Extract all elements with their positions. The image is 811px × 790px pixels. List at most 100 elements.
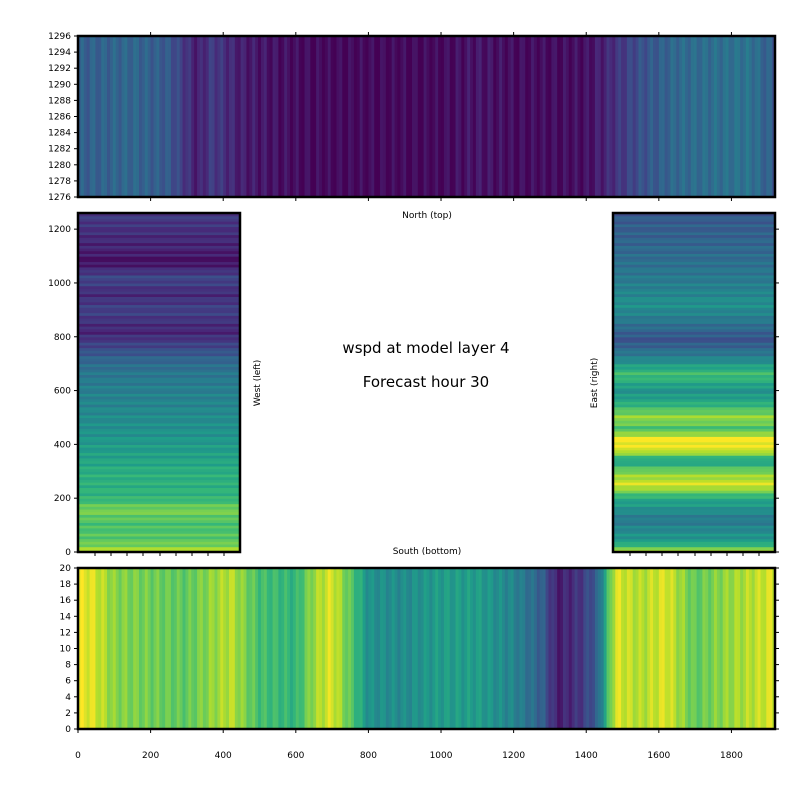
east-cell (613, 377, 775, 381)
east-cell (613, 535, 775, 540)
east-cell (613, 476, 775, 480)
south-y-tick-label: 10 (60, 645, 72, 655)
west-cell (78, 328, 240, 332)
north-cell (490, 36, 494, 197)
south-cell (467, 568, 471, 729)
south-cell (667, 568, 672, 729)
south-x-tick-label: 400 (215, 751, 232, 761)
north-cell (563, 36, 567, 197)
north-cell (754, 36, 759, 197)
north-cell (229, 36, 233, 197)
south-cell (397, 568, 401, 729)
north-cell (461, 36, 465, 197)
north-cell (298, 36, 303, 197)
west-cell (78, 229, 240, 233)
south-cell (525, 568, 529, 729)
west-cell (78, 296, 240, 300)
west-cell (78, 221, 240, 225)
north-cell (478, 36, 483, 197)
south-cell (194, 568, 198, 729)
south-cell (214, 568, 218, 729)
north-cell (586, 36, 590, 197)
north-cell (519, 36, 523, 197)
east-cell (613, 221, 775, 225)
south-cell (199, 568, 204, 729)
north-cell (426, 36, 430, 197)
north-cell (702, 36, 706, 197)
north-y-tick-label: 1278 (48, 177, 71, 187)
north-cell (231, 36, 236, 197)
south-cell (597, 568, 602, 729)
south-y-tick-label: 12 (60, 628, 71, 638)
south-cell (664, 568, 669, 729)
west-cell (78, 514, 240, 518)
east-cell (613, 479, 775, 483)
north-cell (92, 36, 97, 197)
east-cell (613, 428, 775, 432)
west-cell (78, 414, 240, 419)
east-cell (613, 269, 775, 273)
west-cell (78, 412, 240, 416)
south-cell (147, 568, 152, 729)
north-cell (255, 36, 259, 197)
east-cell (613, 546, 775, 550)
north-cell (345, 36, 349, 197)
north-cell (406, 36, 410, 197)
north-cell (507, 36, 512, 197)
east-cell (613, 425, 775, 429)
south-cell (528, 568, 532, 729)
west-cell (78, 543, 240, 548)
south-cell (231, 568, 236, 729)
south-cell (763, 568, 767, 729)
west-cell (78, 213, 240, 217)
north-cell (766, 36, 770, 197)
west-cell (78, 379, 240, 384)
north-cell (391, 36, 396, 197)
south-cell (243, 568, 248, 729)
south-cell (589, 568, 593, 729)
south-x-tick-label: 1600 (647, 751, 670, 761)
south-cell (353, 568, 358, 729)
north-cell (377, 36, 381, 197)
north-cell (751, 36, 756, 197)
east-cell (613, 355, 775, 359)
north-cell (336, 36, 340, 197)
south-cell (298, 568, 303, 729)
west-cell (78, 541, 240, 545)
north-cell (653, 36, 657, 197)
west-cell (78, 495, 240, 499)
north-cell (589, 36, 593, 197)
north-cell (124, 36, 128, 197)
north-cell (470, 36, 474, 197)
east-cell (613, 395, 775, 400)
north-cell (330, 36, 335, 197)
east-cell (613, 457, 775, 462)
east-cell (613, 420, 775, 424)
south-cell (345, 568, 349, 729)
south-cell (441, 568, 445, 729)
south-y-tick-label: 2 (65, 709, 71, 719)
north-cell (301, 36, 306, 197)
north-cell (275, 36, 279, 197)
south-cell (127, 568, 131, 729)
east-cell (613, 401, 775, 405)
south-cell (173, 568, 178, 729)
south-cell (531, 568, 535, 729)
east-cell (613, 250, 775, 254)
west-cell (78, 234, 240, 238)
south-y-tick-label: 0 (65, 725, 71, 735)
north-cell (121, 36, 126, 197)
south-y-tick-label: 6 (65, 677, 71, 687)
east-cell (613, 352, 775, 357)
south-cell (743, 568, 747, 729)
south-cell (472, 568, 477, 729)
north-cell (583, 36, 587, 197)
south-cell (220, 568, 224, 729)
east-cell (613, 229, 775, 233)
north-cell (641, 36, 645, 197)
south-cell (618, 568, 622, 729)
south-cell (748, 568, 753, 729)
south-cell (403, 568, 407, 729)
